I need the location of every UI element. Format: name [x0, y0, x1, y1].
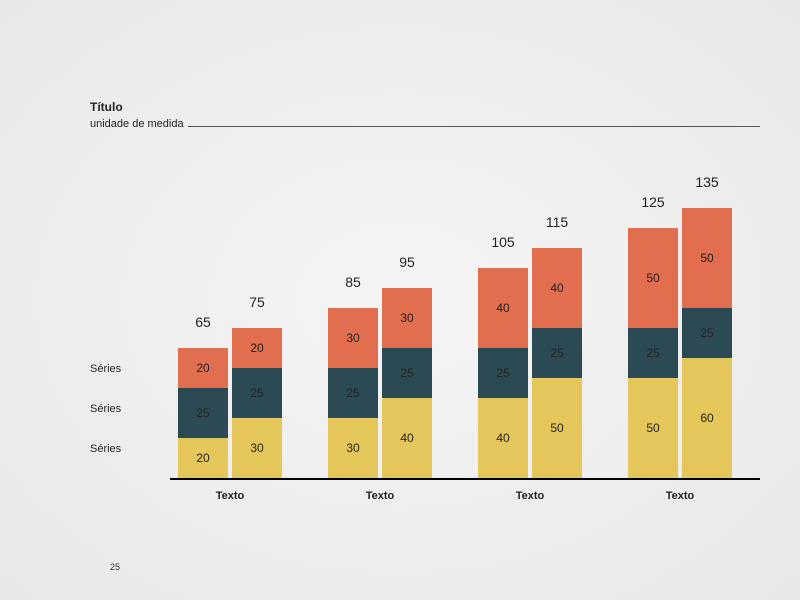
stacked-bar: 502540 [532, 248, 582, 478]
bar-segment: 25 [532, 328, 582, 378]
bar-group: 125502550135602550 [620, 160, 740, 478]
bar-segment: 50 [532, 378, 582, 478]
bar-segment: 40 [478, 398, 528, 478]
bar-total-label: 95 [382, 254, 432, 270]
bar-segment: 25 [478, 348, 528, 398]
bar-total-label: 65 [178, 314, 228, 330]
bar-pair: 8530253095402530 [328, 160, 432, 478]
series-label: Séries [90, 363, 121, 375]
bar-segment: 25 [328, 368, 378, 418]
bar-segment: 25 [382, 348, 432, 398]
bar-segment: 25 [232, 368, 282, 418]
bar-total-label: 115 [532, 214, 582, 230]
stacked-bar: 302520 [232, 328, 282, 478]
category-label: Texto [320, 490, 440, 502]
bar-group: 6520252075302520 [170, 160, 290, 478]
stacked-bar: 402540 [478, 268, 528, 478]
stacked-bar: 402530 [382, 288, 432, 478]
series-label: Séries [90, 403, 121, 415]
bar-segment: 30 [232, 418, 282, 478]
bar-segment: 30 [382, 288, 432, 348]
bar-group: 105402540115502540 [470, 160, 590, 478]
bar-pair: 6520252075302520 [178, 160, 282, 478]
bar-segment: 25 [178, 388, 228, 438]
bar-segment: 20 [232, 328, 282, 368]
bar-total-label: 105 [478, 234, 528, 250]
page-number: 25 [110, 562, 120, 572]
bar-pair: 125502550135602550 [628, 160, 732, 478]
bar-segment: 25 [682, 308, 732, 358]
slide: Título unidade de medida Séries Séries Sér… [0, 0, 800, 600]
stacked-bar: 502550 [628, 228, 678, 478]
bar-total-label: 85 [328, 274, 378, 290]
bar-segment: 50 [628, 228, 678, 328]
stacked-bar: 202520 [178, 348, 228, 478]
bar-group: 8530253095402530 [320, 160, 440, 478]
subtitle-rule [188, 126, 760, 127]
title-block: Título unidade de medida [90, 100, 760, 130]
bar-total-label: 125 [628, 194, 678, 210]
chart-title: Título [90, 100, 760, 114]
chart-subtitle: unidade de medida [90, 118, 188, 130]
stacked-bar: 302530 [328, 308, 378, 478]
series-label: Séries [90, 443, 121, 455]
plot: 6520252075302520853025309540253010540254… [170, 160, 760, 480]
bar-segment: 30 [328, 418, 378, 478]
bar-segment: 40 [532, 248, 582, 328]
category-label: Texto [620, 490, 740, 502]
bar-total-label: 75 [232, 294, 282, 310]
category-label: Texto [470, 490, 590, 502]
bar-segment: 60 [682, 358, 732, 478]
bar-pair: 105402540115502540 [478, 160, 582, 478]
chart-area: SériesSériesSéries 652025207530252085302… [90, 160, 760, 480]
stacked-bar: 602550 [682, 208, 732, 478]
bar-segment: 20 [178, 348, 228, 388]
bar-segment: 30 [328, 308, 378, 368]
category-label: Texto [170, 490, 290, 502]
bar-segment: 25 [628, 328, 678, 378]
bar-segment: 50 [682, 208, 732, 308]
bar-segment: 50 [628, 378, 678, 478]
bar-segment: 20 [178, 438, 228, 478]
bar-total-label: 135 [682, 174, 732, 190]
bar-segment: 40 [478, 268, 528, 348]
bar-segment: 40 [382, 398, 432, 478]
subtitle-row: unidade de medida [90, 118, 760, 130]
